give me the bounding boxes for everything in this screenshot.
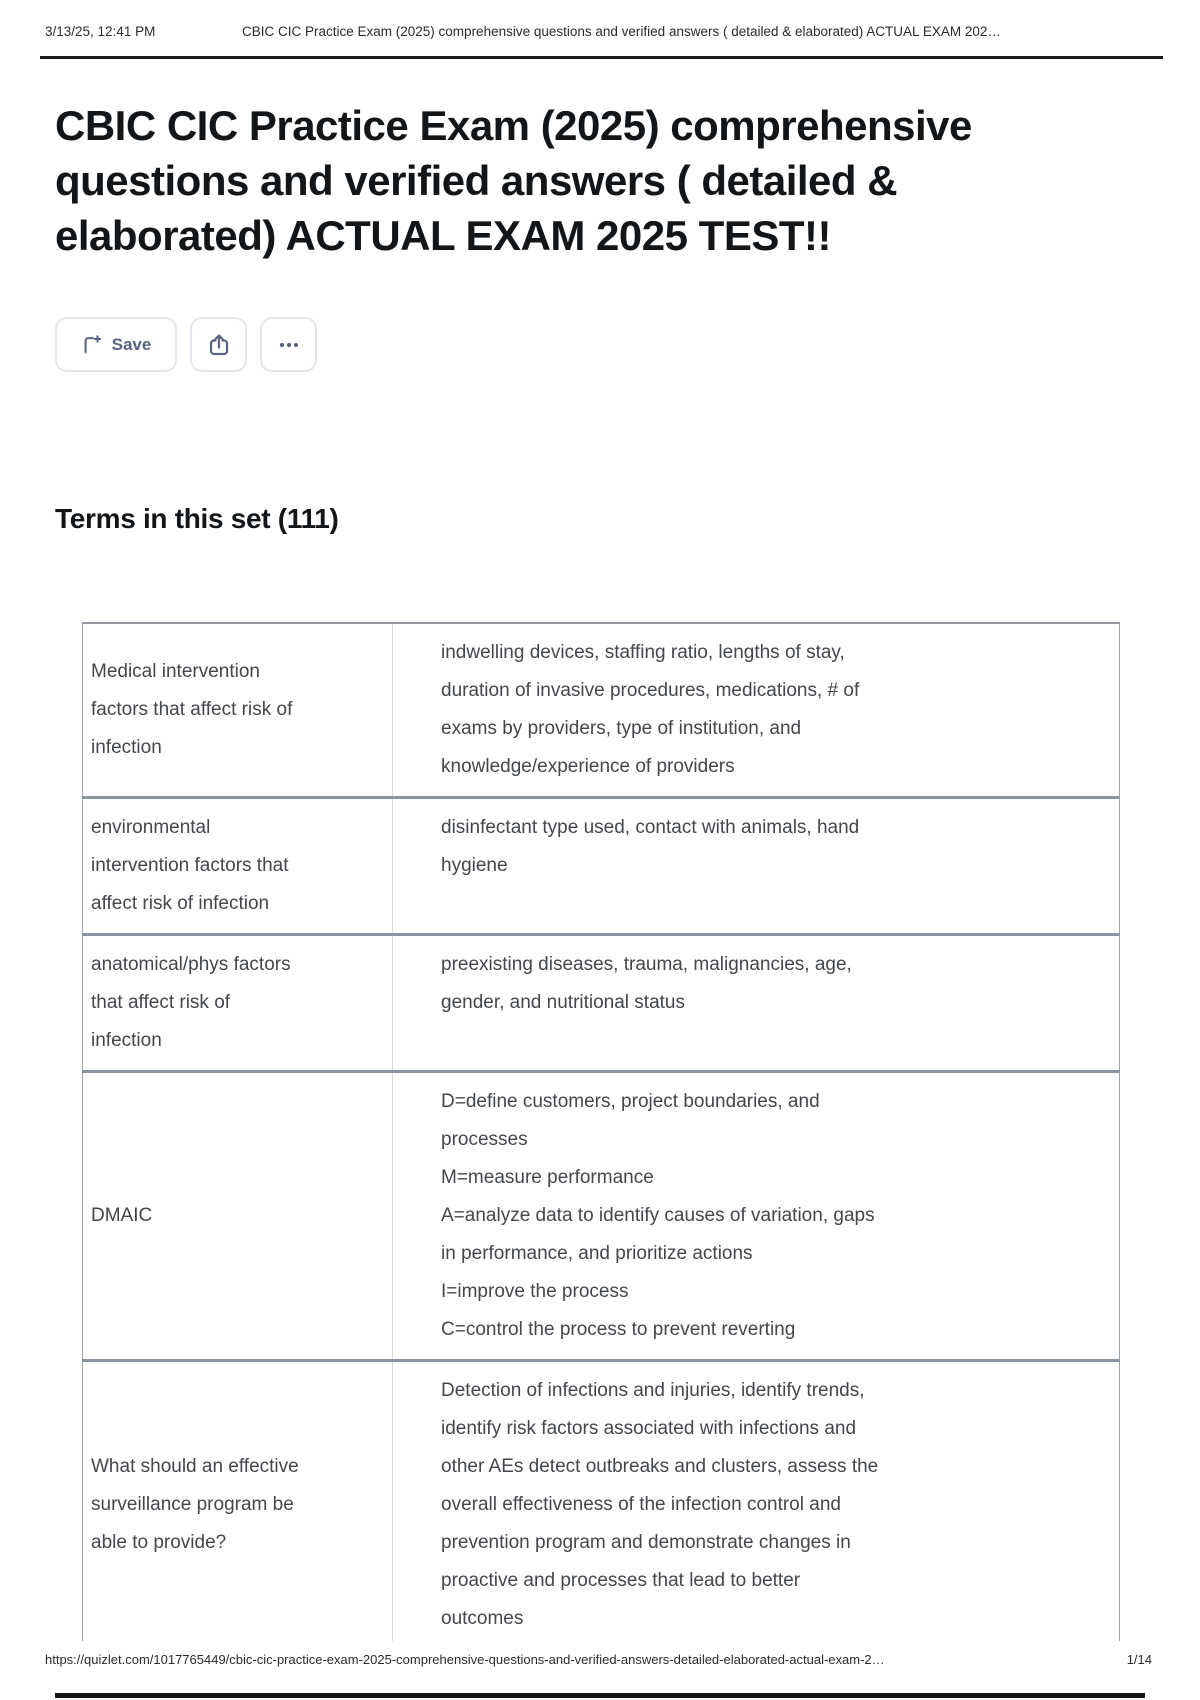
save-button[interactable]: Save [55,317,177,372]
definition-cell: indwelling devices, staffing ratio, leng… [392,623,1120,799]
share-icon [207,333,231,357]
table-row: What should an effective surveillance pr… [82,1360,1120,1641]
more-options-button[interactable] [260,317,317,372]
header-divider [40,56,1163,59]
term-cell: environmental intervention factors that … [82,797,393,936]
footer-url: https://quizlet.com/1017765449/cbic-cic-… [45,1652,885,1667]
table-row: DMAIC D=define customers, project bounda… [82,1071,1120,1362]
table-row: anatomical/phys factors that affect risk… [82,934,1120,1073]
page-title-line: CBIC CIC Practice Exam (2025) comprehens… [55,102,972,149]
print-footer: https://quizlet.com/1017765449/cbic-cic-… [45,1652,1152,1670]
page-title-line: elaborated) ACTUAL EXAM 2025 TEST!! [55,212,831,259]
page-number: 1/14 [1126,1652,1152,1667]
page-title-line: questions and verified answers ( detaile… [55,157,898,204]
terms-table: Medical intervention factors that affect… [82,622,1120,1641]
more-icon [277,333,301,357]
definition-cell: D=define customers, project boundaries, … [392,1071,1120,1362]
page-break-bar [55,1693,1145,1698]
print-timestamp: 3/13/25, 12:41 PM [45,24,156,39]
term-cell: anatomical/phys factors that affect risk… [82,934,393,1073]
print-header: 3/13/25, 12:41 PM CBIC CIC Practice Exam… [45,24,1160,44]
terms-table-region: Medical intervention factors that affect… [82,622,1122,1641]
definition-cell: disinfectant type used, contact with ani… [392,797,1120,936]
term-cell: DMAIC [82,1071,393,1362]
definition-cell: preexisting diseases, trauma, malignanci… [392,934,1120,1073]
term-cell: Medical intervention factors that affect… [82,623,393,799]
page-title: CBIC CIC Practice Exam (2025) comprehens… [55,98,1095,263]
bookmark-plus-icon [81,334,103,356]
table-row: Medical intervention factors that affect… [82,623,1120,799]
print-header-title: CBIC CIC Practice Exam (2025) comprehens… [242,24,1001,39]
share-button[interactable] [190,317,247,372]
table-row: environmental intervention factors that … [82,797,1120,936]
definition-cell: Detection of infections and injuries, id… [392,1360,1120,1641]
save-button-label: Save [111,334,152,354]
term-cell: What should an effective surveillance pr… [82,1360,393,1641]
terms-heading: Terms in this set (111) [55,503,339,534]
toolbar: Save [55,317,317,372]
